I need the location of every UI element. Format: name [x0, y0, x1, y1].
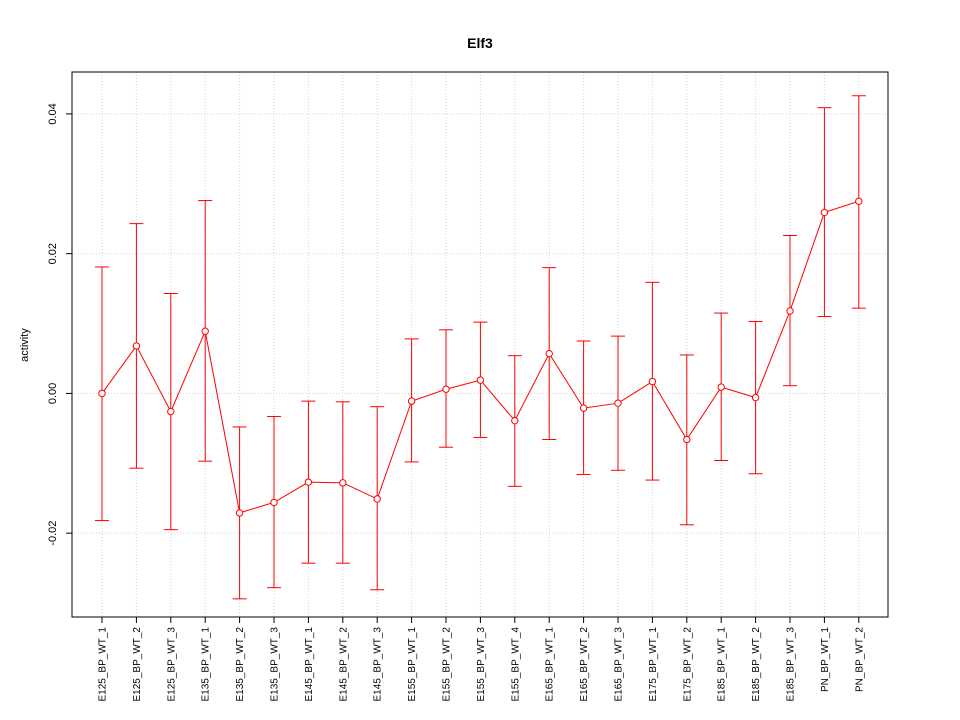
x-tick-label: E155_BP_WT_2 [442, 627, 453, 702]
grid [72, 72, 888, 617]
x-tick-label: E125_BP_WT_2 [132, 627, 143, 702]
y-tick-label: 0.00 [47, 383, 59, 404]
data-point [201, 327, 209, 335]
x-tick-label: E135_BP_WT_2 [235, 627, 246, 702]
x-tick-label: E125_BP_WT_1 [98, 627, 109, 702]
x-tick-label: E135_BP_WT_3 [270, 627, 281, 702]
x-tick-label: E175_BP_WT_2 [682, 627, 693, 702]
data-point [98, 389, 106, 398]
x-tick-label: E145_BP_WT_3 [373, 627, 384, 702]
data-point [786, 307, 794, 315]
x-tick-label: E165_BP_WT_1 [545, 627, 556, 702]
chart-title: Elf3 [467, 35, 493, 51]
y-axis: -0.02 0.00 0.02 0.04 [47, 103, 72, 546]
data-point [614, 399, 622, 407]
data-point [717, 383, 725, 391]
data-point [648, 377, 657, 386]
data-point [235, 509, 244, 517]
x-tick-label: E145_BP_WT_2 [338, 627, 349, 702]
data-point [442, 385, 450, 393]
data-point [545, 349, 553, 358]
x-tick-label: E165_BP_WT_3 [614, 627, 625, 702]
x-tick-label: E155_BP_WT_4 [510, 627, 521, 702]
data-point [579, 404, 588, 412]
x-tick-label: E125_BP_WT_3 [166, 627, 177, 702]
x-tick-label: E165_BP_WT_2 [579, 627, 590, 702]
y-tick-label: -0.02 [47, 521, 59, 546]
data-point [339, 479, 347, 487]
data-point [132, 342, 141, 350]
data-point [373, 495, 381, 503]
data-point [683, 435, 691, 444]
x-tick-label: E155_BP_WT_1 [407, 627, 418, 702]
data-point [304, 478, 313, 486]
data-point [820, 208, 829, 217]
x-tick-label: PN_BP_WT_2 [854, 627, 865, 692]
data-points [98, 197, 863, 517]
x-tick-label: PN_BP_WT_1 [820, 627, 831, 692]
x-tick-label: E185_BP_WT_3 [786, 627, 797, 702]
x-axis: E125_BP_WT_1 E125_BP_WT_2 E125_BP_WT_3 E135… [98, 617, 865, 702]
x-tick-label: E185_BP_WT_1 [717, 627, 728, 702]
data-point [407, 397, 416, 405]
data-point [167, 407, 175, 416]
y-tick-label: 0.04 [47, 103, 59, 124]
data-point [855, 197, 863, 205]
data-point [751, 393, 760, 402]
data-point [476, 376, 485, 384]
x-tick-label: E185_BP_WT_2 [751, 627, 762, 702]
y-tick-label: 0.02 [47, 243, 59, 264]
x-tick-label: E155_BP_WT_3 [476, 627, 487, 702]
data-point [511, 416, 519, 425]
x-tick-label: E145_BP_WT_1 [304, 627, 315, 702]
y-axis-label: activity [19, 328, 31, 362]
x-tick-label: E135_BP_WT_1 [201, 627, 212, 702]
data-point [270, 498, 278, 507]
x-tick-label: E175_BP_WT_1 [648, 627, 659, 702]
